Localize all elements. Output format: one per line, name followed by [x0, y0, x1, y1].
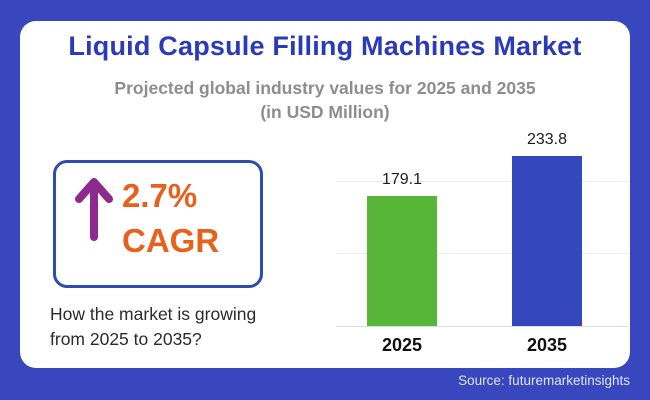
cagr-text: 2.7% CAGR: [122, 173, 219, 263]
chart-subtitle: Projected global industry values for 202…: [0, 76, 650, 124]
page-title: Liquid Capsule Filling Machines Market: [68, 31, 582, 61]
chart-caption-question: How the market is growing from 2025 to 2…: [50, 302, 256, 352]
bar-column-2035: 233.8: [512, 131, 582, 326]
bar-value-2035: 233.8: [526, 131, 568, 148]
bar-column-2025: 179.1: [367, 171, 437, 326]
subtitle-line-2: (in USD Million): [260, 102, 390, 122]
question-line-1: How the market is growing: [50, 304, 257, 324]
x-tick-2035: 2035: [526, 335, 568, 355]
gridline-100: [336, 253, 628, 255]
growth-arrow-up-icon: [75, 178, 113, 241]
cagr-value: 2.7%: [122, 177, 198, 214]
x-tick-2025: 2025: [381, 335, 423, 355]
bar-2035: [512, 156, 582, 326]
bar-value-2025: 179.1: [381, 170, 423, 188]
bar-2025: [367, 195, 437, 326]
source-attribution: Source: futuremarketinsights: [458, 373, 630, 388]
subtitle-line-1: Projected global industry values for 202…: [114, 78, 536, 98]
x-axis-line: [336, 326, 628, 327]
bar-chart: 179.1 233.8 2025 2035: [336, 130, 628, 355]
cagr-callout-box: 2.7% CAGR: [53, 160, 263, 288]
question-line-2: from 2025 to 2035?: [50, 329, 202, 349]
gridline-200: [336, 180, 628, 182]
cagr-label: CAGR: [122, 222, 220, 259]
